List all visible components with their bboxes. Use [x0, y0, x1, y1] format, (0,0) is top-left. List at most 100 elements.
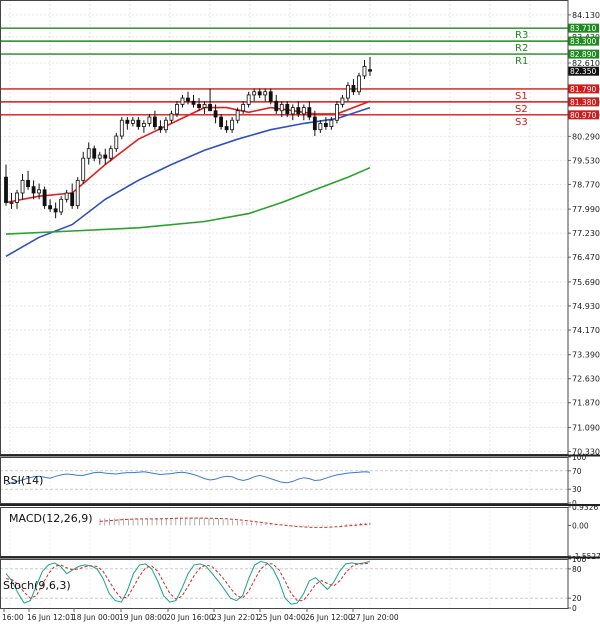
rsi-axis: 100 70 30 0 — [568, 453, 587, 508]
price-tick-label: 72.630 — [572, 375, 600, 384]
candle-54 — [301, 104, 306, 121]
candle-52 — [290, 104, 295, 121]
candle-6 — [37, 183, 42, 200]
level-names: R3 R2 R1 S1 S2 S3 — [515, 30, 528, 128]
candle-38 — [213, 104, 218, 124]
ma-line-2 — [5, 166, 371, 235]
candle-47 — [263, 88, 268, 102]
candle-49 — [274, 94, 279, 114]
level-price-box — [568, 23, 599, 33]
level-price-label: 81.380 — [570, 98, 596, 107]
level-name-r2: R2 — [515, 43, 528, 54]
current-price-box — [568, 66, 599, 76]
macd-histogram — [99, 517, 371, 527]
candle-19 — [108, 145, 113, 162]
candle-60 — [334, 101, 339, 124]
candle-34 — [191, 94, 196, 108]
current-price-label: 82.350 — [570, 67, 596, 76]
level-name-s1: S1 — [515, 91, 528, 102]
price-tick-label: 75.690 — [572, 278, 600, 287]
candle-21 — [119, 117, 124, 140]
candle-65 — [362, 60, 367, 80]
candle-58 — [323, 117, 328, 130]
price-tick-label: 76.470 — [572, 253, 600, 262]
candle-36 — [202, 101, 207, 114]
candle-64 — [357, 72, 361, 95]
pane-frames — [0, 0, 600, 609]
candle-46 — [257, 88, 262, 99]
candle-23 — [130, 117, 135, 127]
ma-line-1 — [5, 106, 371, 257]
time-tick-label: 25 Jun 04:00 — [258, 613, 306, 622]
price-axis: 84.13083.43082.61081.79081.38080.97080.2… — [568, 11, 600, 456]
price-tick-label: 77.230 — [572, 229, 600, 238]
stoch-pane[interactable]: Stoch(9,6,3) — [0, 559, 568, 608]
stoch-grid — [0, 559, 568, 608]
level-price-box — [568, 97, 599, 107]
macd-grid — [9, 507, 531, 556]
candle-29 — [164, 117, 168, 133]
rsi-pane[interactable]: RSI(14) — [0, 457, 568, 503]
level-price-box — [568, 84, 599, 94]
candle-44 — [246, 91, 251, 108]
candle-30 — [169, 110, 174, 124]
time-tick-label: 27 Jun 20:00 — [351, 613, 399, 622]
candle-41 — [230, 117, 235, 133]
level-price-box — [568, 36, 599, 46]
rsi-label: RSI(14) — [3, 474, 43, 487]
candle-66 — [368, 56, 372, 76]
candle-2 — [15, 189, 19, 209]
candle-35 — [197, 98, 201, 111]
candlesticks — [4, 56, 372, 219]
candle-11 — [64, 189, 69, 203]
candle-10 — [59, 196, 64, 216]
time-tick-label: 19 Jun 08:00 — [119, 613, 167, 622]
candle-14 — [81, 151, 86, 184]
stoch-tick-label: 80 — [572, 565, 582, 574]
candle-43 — [241, 101, 246, 114]
stoch-tick-label: 20 — [572, 594, 582, 603]
candle-24 — [136, 117, 141, 130]
macd-label: MACD(12,26,9) — [9, 512, 93, 525]
candle-20 — [114, 132, 119, 152]
macd-signal-line — [99, 517, 371, 528]
candle-50 — [279, 101, 284, 118]
price-tick-label: 80.290 — [572, 132, 600, 141]
support-resistance-levels — [0, 27, 568, 116]
macd-pane[interactable]: MACD(12,26,9) — [9, 507, 531, 556]
time-tick-label: 20 Jun 16:00 — [166, 613, 214, 622]
main-price-pane[interactable]: R3 R2 R1 S1 S2 S3 — [0, 0, 568, 454]
candle-31 — [175, 101, 179, 118]
candle-7 — [42, 186, 47, 209]
price-tick-label: 74.170 — [572, 326, 600, 335]
candle-42 — [235, 107, 240, 124]
time-tick-label: 26 Jun 12:00 — [305, 613, 353, 622]
price-tick-label: 71.870 — [572, 399, 600, 408]
candle-53 — [296, 101, 301, 118]
price-tick-label: 78.770 — [572, 180, 600, 189]
time-tick-label: 18 Jun 00:00 — [72, 613, 120, 622]
candle-17 — [97, 151, 102, 165]
time-tick-label: 16:00 — [2, 613, 24, 622]
level-price-label: 83.710 — [570, 24, 596, 33]
macd-tick-label: 0.9326 — [572, 503, 598, 512]
candle-26 — [147, 113, 152, 127]
candle-45 — [252, 88, 257, 102]
candle-3 — [20, 174, 25, 200]
candle-5 — [31, 180, 36, 200]
candle-25 — [141, 120, 146, 133]
price-tick-label: 70.330 — [572, 447, 600, 456]
stoch-frame — [0, 559, 569, 609]
level-price-label: 81.790 — [570, 85, 596, 94]
rsi-tick-label: 70 — [572, 467, 582, 476]
candle-28 — [158, 120, 163, 133]
candle-48 — [268, 88, 273, 105]
price-tick-label: 79.530 — [572, 156, 600, 165]
candle-13 — [75, 177, 80, 209]
level-price-label: 83.300 — [570, 37, 596, 46]
candle-61 — [340, 94, 345, 108]
candle-32 — [180, 94, 185, 108]
price-tick-label: 84.130 — [572, 11, 600, 20]
